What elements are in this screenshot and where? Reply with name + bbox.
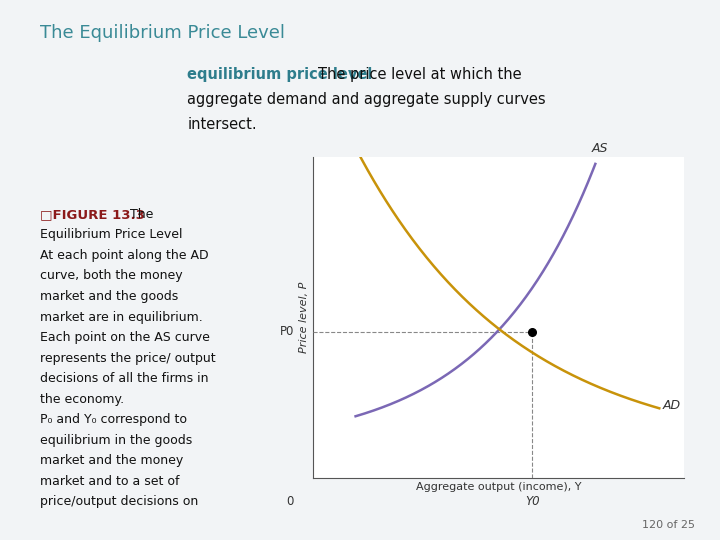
Text: P0: P0 bbox=[279, 326, 294, 339]
Text: curve, both the money: curve, both the money bbox=[40, 269, 182, 282]
Text: aggregate demand and aggregate supply curves: aggregate demand and aggregate supply cu… bbox=[187, 92, 546, 107]
Text: equilibrium price level: equilibrium price level bbox=[187, 68, 372, 83]
Text: represents the price/ output: represents the price/ output bbox=[40, 352, 215, 365]
Text: □FIGURE 13.3: □FIGURE 13.3 bbox=[40, 208, 145, 221]
Text: AD: AD bbox=[663, 399, 681, 412]
Text: The: The bbox=[130, 208, 153, 221]
Text: price/output decisions on: price/output decisions on bbox=[40, 495, 198, 508]
Text: P₀ and Y₀ correspond to: P₀ and Y₀ correspond to bbox=[40, 413, 186, 426]
Text: At each point along the AD: At each point along the AD bbox=[40, 249, 208, 262]
Text: intersect.: intersect. bbox=[187, 117, 257, 132]
Text: market and the money: market and the money bbox=[40, 454, 183, 467]
Text: Y0: Y0 bbox=[525, 495, 539, 509]
Y-axis label: Price level, P: Price level, P bbox=[299, 281, 309, 353]
Text: equilibrium in the goods: equilibrium in the goods bbox=[40, 434, 192, 447]
Text: market are in equilibrium.: market are in equilibrium. bbox=[40, 310, 202, 323]
Text: market and to a set of: market and to a set of bbox=[40, 475, 179, 488]
Text: AS: AS bbox=[592, 142, 608, 155]
Text: decisions of all the firms in: decisions of all the firms in bbox=[40, 372, 208, 385]
Text: 0: 0 bbox=[287, 495, 294, 509]
Text: The Equilibrium Price Level: The Equilibrium Price Level bbox=[40, 24, 284, 42]
Text: Equilibrium Price Level: Equilibrium Price Level bbox=[40, 228, 182, 241]
Text: market and the goods: market and the goods bbox=[40, 290, 178, 303]
Text: Each point on the AS curve: Each point on the AS curve bbox=[40, 331, 210, 344]
X-axis label: Aggregate output (income), Y: Aggregate output (income), Y bbox=[416, 482, 581, 492]
Text: the economy.: the economy. bbox=[40, 393, 124, 406]
Text: 120 of 25: 120 of 25 bbox=[642, 520, 695, 530]
Text: The price level at which the: The price level at which the bbox=[318, 68, 522, 83]
